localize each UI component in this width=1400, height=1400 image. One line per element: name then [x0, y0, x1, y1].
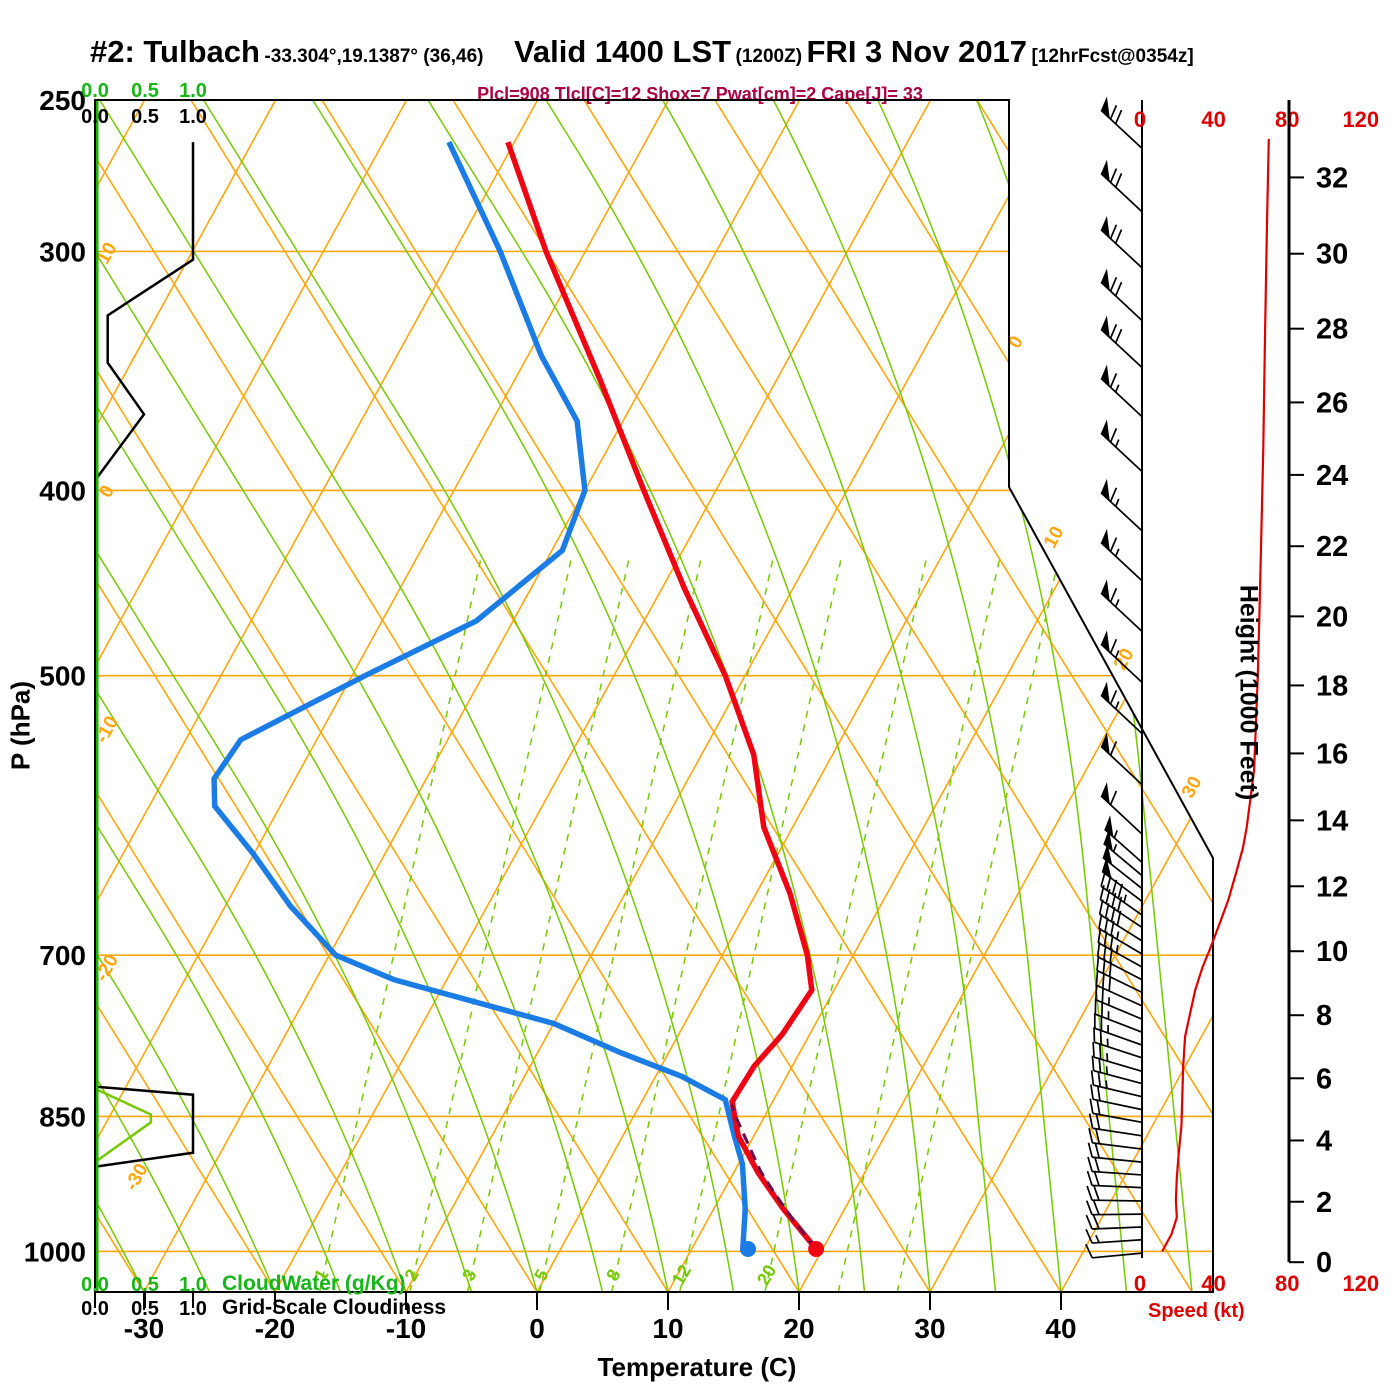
cloudwater-axis-title: CloudWater (g/Kg) — [222, 1272, 406, 1295]
cloudwater-profile — [94, 1087, 153, 1164]
svg-text:40: 40 — [1045, 1313, 1076, 1344]
svg-text:10: 10 — [652, 1313, 683, 1344]
svg-text:20: 20 — [1110, 645, 1139, 674]
valid-zulu: (1200Z) — [735, 46, 803, 67]
wind-barbs — [1085, 96, 1143, 1259]
svg-text:80: 80 — [1275, 1271, 1299, 1296]
svg-text:16: 16 — [1316, 738, 1348, 770]
svg-text:20: 20 — [1316, 601, 1348, 633]
svg-text:0: 0 — [95, 482, 118, 501]
svg-text:0.0: 0.0 — [81, 80, 109, 102]
svg-text:3: 3 — [458, 1266, 480, 1285]
svg-text:0.0: 0.0 — [81, 1274, 109, 1296]
svg-text:-20: -20 — [255, 1313, 295, 1344]
svg-text:400: 400 — [39, 475, 86, 506]
temperature-curve — [505, 141, 819, 1251]
svg-text:1.0: 1.0 — [179, 106, 207, 128]
svg-text:14: 14 — [1316, 805, 1348, 837]
wind-speed-curve — [1161, 138, 1270, 1253]
cloudiness-profile — [94, 142, 195, 1168]
svg-text:1000: 1000 — [24, 1236, 86, 1267]
svg-text:12: 12 — [1316, 871, 1348, 903]
svg-text:6: 6 — [1316, 1063, 1332, 1095]
svg-text:0.0: 0.0 — [81, 1298, 109, 1320]
svg-text:20: 20 — [783, 1313, 814, 1344]
plot-border — [94, 99, 1214, 1293]
svg-text:0: 0 — [1004, 333, 1027, 352]
plot-area — [95, 100, 1213, 1292]
svg-text:0.5: 0.5 — [131, 80, 159, 102]
pressure-gridlines — [95, 250, 1213, 1253]
svg-text:40: 40 — [1201, 1271, 1225, 1296]
pressure-tick-labels: 250 300 400 500 700 850 1000 — [24, 85, 86, 1267]
svg-text:2: 2 — [1316, 1187, 1332, 1219]
svg-text:30: 30 — [1316, 239, 1348, 271]
svg-text:0.5: 0.5 — [131, 1298, 159, 1320]
svg-text:250: 250 — [39, 85, 86, 116]
svg-text:300: 300 — [39, 236, 86, 267]
svg-text:30: 30 — [1178, 773, 1207, 802]
station-name: #2: Tulbach — [90, 34, 260, 69]
forecast-tag: [12hrFcst@0354z] — [1031, 46, 1194, 67]
moist-adiabat-gridlines — [95, 100, 1213, 1292]
surface-dewpoint-dot — [739, 1240, 756, 1257]
svg-text:0: 0 — [1134, 1271, 1146, 1296]
svg-text:0: 0 — [529, 1313, 545, 1344]
svg-text:32: 32 — [1316, 162, 1348, 194]
svg-text:40: 40 — [1201, 107, 1225, 132]
svg-text:0: 0 — [1134, 107, 1146, 132]
svg-text:28: 28 — [1316, 314, 1348, 346]
parcel-curve — [730, 1104, 818, 1250]
svg-text:0: 0 — [1316, 1247, 1332, 1279]
svg-text:1.0: 1.0 — [179, 80, 207, 102]
svg-text:-30: -30 — [121, 1160, 153, 1194]
surface-dots — [739, 1240, 825, 1257]
svg-text:0.5: 0.5 — [131, 1274, 159, 1296]
speed-axis-title: Speed (kt) — [1148, 1300, 1245, 1322]
svg-text:120: 120 — [1342, 107, 1379, 132]
cloud-scale-labels: 0.0 0.5 1.0 0.0 0.5 1.0 0.0 0.5 1.0 0.0 0.5 1.0 — [81, 80, 207, 1320]
svg-text:18: 18 — [1316, 670, 1348, 702]
temperature-ticks: -30 -20 -10 0 10 20 30 40 — [124, 1292, 1077, 1344]
mixing-ratio-lines — [318, 559, 1060, 1292]
svg-text:20: 20 — [753, 1261, 780, 1288]
valid-date: FRI 3 Nov 2017 — [806, 34, 1028, 69]
chart-title: #2: Tulbach -33.304°,19.1387° (36,46) Va… — [90, 34, 1400, 70]
svg-text:24: 24 — [1316, 460, 1348, 492]
surface-temperature-dot — [808, 1240, 825, 1257]
svg-text:4: 4 — [1316, 1125, 1332, 1157]
svg-text:-30: -30 — [124, 1313, 164, 1344]
svg-text:10: 10 — [1040, 523, 1069, 552]
svg-text:0.0: 0.0 — [81, 106, 109, 128]
svg-text:8: 8 — [1316, 1000, 1332, 1032]
svg-text:10: 10 — [1316, 936, 1348, 968]
svg-text:1.0: 1.0 — [179, 1274, 207, 1296]
svg-text:30: 30 — [914, 1313, 945, 1344]
svg-text:120: 120 — [1342, 1271, 1379, 1296]
svg-text:500: 500 — [39, 661, 86, 692]
svg-text:-10: -10 — [386, 1313, 426, 1344]
svg-text:8: 8 — [602, 1266, 624, 1285]
valid-time: Valid 1400 LST — [513, 34, 732, 69]
svg-text:0.5: 0.5 — [131, 106, 159, 128]
svg-text:26: 26 — [1316, 387, 1348, 419]
svg-text:80: 80 — [1275, 107, 1299, 132]
cloudiness-axis-title: Grid-Scale Cloudiness — [222, 1296, 447, 1319]
dewpoint-curve — [211, 140, 748, 1250]
svg-text:850: 850 — [39, 1101, 86, 1132]
station-coords: -33.304°,19.1387° (36,46) — [264, 46, 484, 67]
svg-text:22: 22 — [1316, 531, 1348, 563]
temperature-axis-title: Temperature (C) — [597, 1352, 797, 1382]
svg-text:700: 700 — [39, 940, 86, 971]
pressure-axis-title: P (hPa) — [5, 680, 36, 771]
height-axis-title: Height (1000 Feet) — [1234, 584, 1263, 801]
svg-text:1.0: 1.0 — [179, 1298, 207, 1320]
